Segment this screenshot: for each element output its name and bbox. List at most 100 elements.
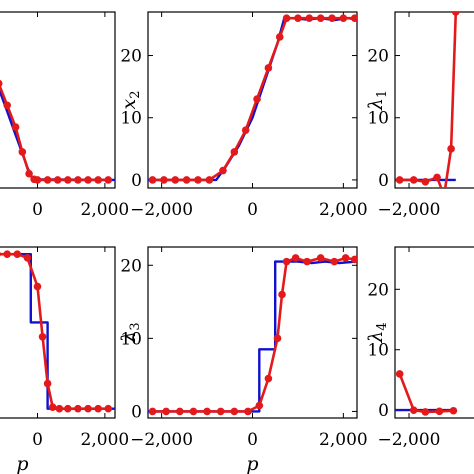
data-point [94,176,102,184]
data-point [255,401,264,410]
panel-top-left: 0 2,000 [0,11,130,220]
data-point [316,254,325,262]
x-tick-label: −2,000 [378,200,441,220]
data-point [421,177,430,186]
plot-frame [394,246,474,419]
data-point [74,404,82,413]
y-axis-label: λ4 [365,322,390,343]
series-line [148,260,357,413]
y-tick-label: 20 [367,47,389,67]
series-line [398,373,454,414]
data-point [104,176,113,184]
data-point [189,407,198,416]
data-point [48,403,57,412]
data-point [435,407,444,416]
x-tick-label: −2,000 [130,430,193,450]
plot-frame [147,246,358,419]
data-point [176,407,184,416]
series-red [148,14,357,184]
data-point [395,176,404,184]
data-point [395,370,404,378]
data-point [230,407,239,416]
data-point [55,404,64,413]
data-point [282,257,291,266]
data-point [74,176,82,184]
data-point [341,254,350,262]
panel-bottom-left: 0 2,000 p [0,246,130,474]
x-tick-label: 2,000 [81,430,130,450]
data-point [43,176,52,184]
plot-frame [0,246,116,419]
data-point [449,406,458,415]
data-point [3,250,11,258]
data-point [53,176,62,184]
data-point [350,14,357,23]
data-point [148,407,157,416]
x-axis-label: p [16,453,28,474]
data-point [451,12,460,16]
data-point [275,33,284,41]
data-point [316,14,325,23]
series-blue [148,260,357,413]
x-axis-label: p [246,453,258,474]
data-point [303,257,311,266]
data-point [294,14,302,23]
data-point [84,404,92,413]
plot-frame [147,11,358,189]
x-tick-label: 0 [247,430,258,450]
data-point [148,176,157,184]
y-axis-label: λ3 [118,322,143,343]
data-point [305,14,314,23]
series-line [0,252,109,410]
data-point [278,290,286,299]
data-point [440,192,448,200]
series-blue [0,88,115,182]
data-point [160,176,168,184]
data-point [38,333,47,341]
y-tick-label: 10 [120,109,142,129]
panel-top-middle: −2,000 0 2,000 0 10 20 x2 [118,11,368,220]
x-tick-label: 2,000 [81,200,130,220]
data-point [162,407,170,416]
data-point [330,257,339,266]
y-tick-label: 0 [131,402,142,422]
panel-bottom-right: −2,000 0 10 20 λ4 [365,246,474,450]
x-tick-label: −2,000 [378,430,441,450]
x-tick-label: −2,000 [130,200,193,220]
series-red [0,250,113,413]
data-point [339,14,348,23]
data-point [64,404,72,413]
data-point [25,169,33,178]
y-tick-label: 0 [378,171,389,191]
series-blue [0,253,115,410]
data-point [182,176,191,184]
y-tick-label: 20 [120,47,142,67]
x-tick-label: 2,000 [319,200,368,220]
data-point [282,14,291,23]
series-line [148,17,357,182]
data-point [230,148,239,156]
y-tick-label: 20 [367,280,389,300]
y-axis-label: x2 [118,91,143,110]
data-point [216,407,225,416]
data-point [253,95,261,103]
data-point [84,176,92,184]
data-point [18,148,27,156]
y-tick-label: 0 [131,171,142,191]
data-point [171,176,180,184]
series-blue [148,17,357,182]
y-tick-label: 10 [120,329,142,349]
data-point [43,379,52,388]
data-point [409,176,418,184]
series-red [395,370,458,416]
data-point [0,79,3,88]
panel-bottom-middle: −2,000 0 2,000 0 10 20 λ3 p [118,246,368,474]
data-point [94,404,102,413]
series-line [0,253,115,410]
data-point [23,253,32,262]
data-point [194,176,202,184]
y-tick-label: 20 [120,256,142,276]
series-red [148,254,357,416]
data-point [205,176,214,184]
